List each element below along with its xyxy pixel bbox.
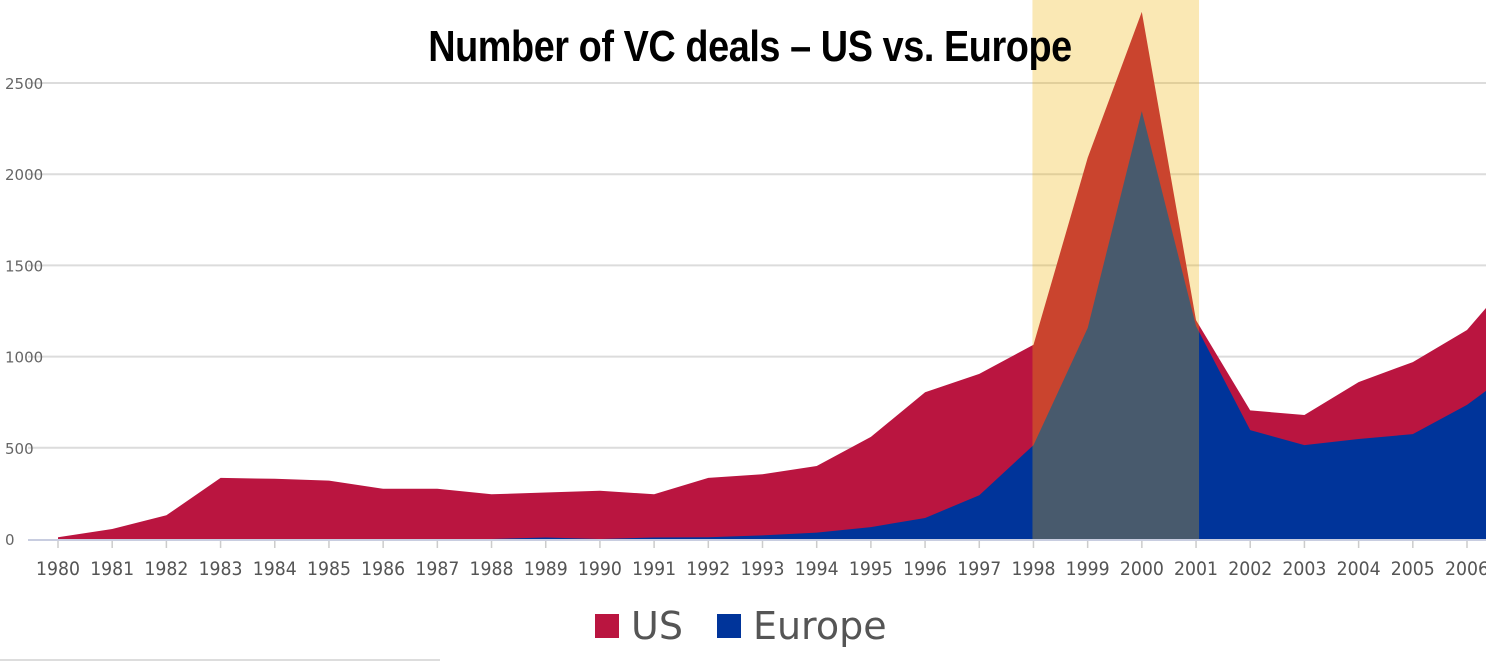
x-tick-label: 2005: [1391, 558, 1435, 580]
x-tick-label: 1992: [686, 558, 730, 580]
x-tick-label: 2003: [1282, 558, 1326, 580]
x-tick-label: 1994: [795, 558, 839, 580]
x-tick-label: 1991: [632, 558, 676, 580]
x-tick-label: 2004: [1337, 558, 1381, 580]
x-tick-label: 1987: [415, 558, 459, 580]
x-tick-label: 1999: [1066, 558, 1110, 580]
legend-item-europe: Europe: [716, 604, 887, 648]
x-tick-label: 1990: [578, 558, 622, 580]
x-tick-label: 1986: [361, 558, 405, 580]
y-tick-label: 1500: [5, 257, 43, 275]
y-tick-label: 0: [5, 531, 15, 549]
y-tick-label: 2500: [5, 75, 43, 93]
gridlines: [28, 82, 1486, 449]
x-tick-label: 2002: [1228, 558, 1272, 580]
area-europe: [58, 111, 1486, 539]
x-tick-label: 1983: [199, 558, 243, 580]
legend-swatch-us: [595, 614, 619, 638]
legend-label-us: US: [631, 604, 683, 648]
y-tick-label: 500: [5, 440, 34, 458]
x-tick-label: 1985: [307, 558, 351, 580]
x-tick-label: 1993: [741, 558, 785, 580]
x-tick-labels: 1980 1981 1982 1983 1984 1985 1986 1987 1988 1989…: [36, 558, 1486, 580]
x-tick-label: 1984: [253, 558, 297, 580]
x-tick-label: 1997: [957, 558, 1001, 580]
legend: US Europe: [595, 604, 921, 648]
x-tick-label: 1995: [849, 558, 893, 580]
x-tick-label: 1980: [36, 558, 80, 580]
x-tick-label: 1998: [1011, 558, 1055, 580]
x-tick-label: 1989: [524, 558, 568, 580]
legend-label-europe: Europe: [752, 604, 887, 648]
x-tick-label: 2000: [1120, 558, 1164, 580]
x-tick-label: 1988: [470, 558, 514, 580]
divider: [0, 659, 440, 661]
y-tick-label: 1000: [5, 349, 43, 367]
legend-item-us: US: [595, 604, 683, 648]
x-axis: [28, 539, 1486, 548]
highlight-band: [1032, 0, 1200, 539]
legend-swatch-europe: [716, 614, 741, 638]
series-areas: [58, 11, 1486, 539]
x-tick-label: 2006: [1445, 558, 1486, 580]
x-tick-label: 1981: [90, 558, 134, 580]
y-tick-labels: 0 500 1000 1500 2000 2500: [5, 75, 43, 549]
x-tick-label: 1996: [903, 558, 947, 580]
x-tick-label: 2001: [1174, 558, 1218, 580]
chart-title: Number of VC deals – US vs. Europe: [428, 22, 1072, 71]
x-tick-label: 1982: [144, 558, 188, 580]
highlight-band-rect: [1032, 0, 1200, 539]
y-tick-label: 2000: [5, 166, 43, 184]
